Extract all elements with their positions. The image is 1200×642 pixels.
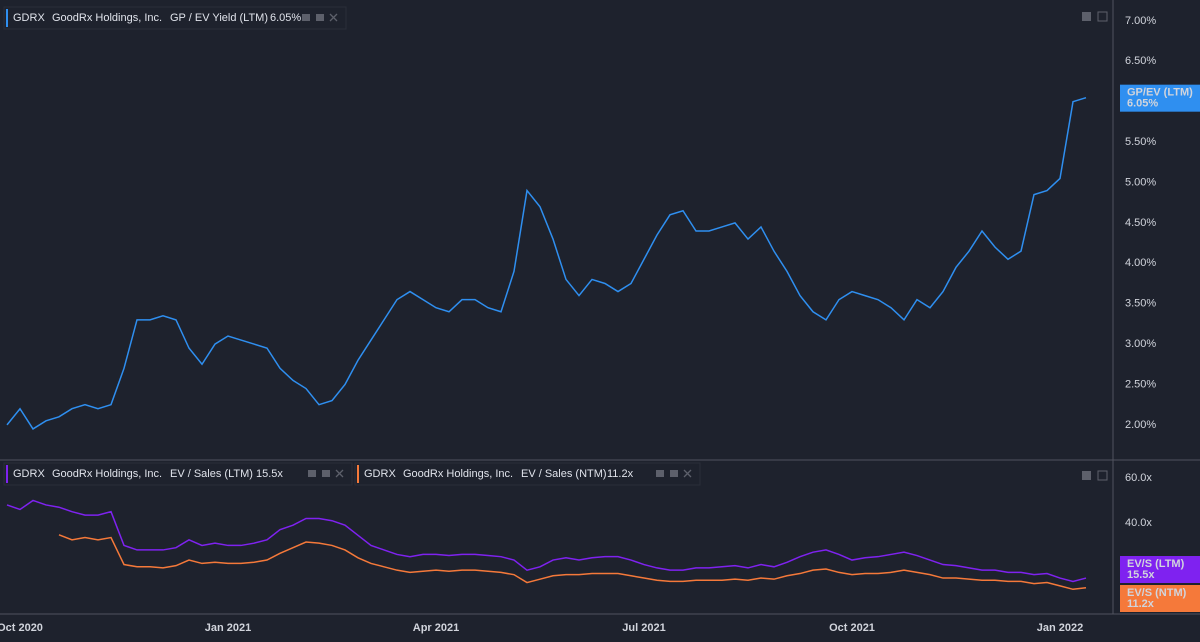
price-badge [1120,84,1200,112]
legend-series-name: GP / EV Yield (LTM) [170,12,268,24]
badge-value: 15.5x [1127,569,1155,581]
y-tick-label: 6.50% [1125,55,1156,67]
pane-tools[interactable] [1082,11,1108,481]
y-tick-label: 60.0x [1125,472,1152,484]
pane-button[interactable] [1097,11,1108,22]
legend-series-name: EV / Sales (LTM) [170,468,253,480]
legend-ticker: GDRX [13,468,45,480]
badge-label: EV/S (NTM) [1127,587,1187,599]
y-tick-label: 3.50% [1125,298,1156,310]
legend-icon[interactable] [302,14,310,21]
legend-value: 6.05% [270,12,301,24]
legend-company: GoodRx Holdings, Inc. [52,468,162,480]
y-tick-label: 3.00% [1125,338,1156,350]
legend-value: 11.2x [607,468,634,480]
legend-box[interactable] [354,462,701,486]
badge-value: 11.2x [1127,598,1155,610]
pane-button[interactable] [1097,470,1108,481]
legend-icon[interactable] [316,14,324,21]
legend-icon[interactable] [322,470,330,477]
legend-company: GoodRx Holdings, Inc. [403,468,513,480]
legend-icon[interactable] [670,470,678,477]
price-badge [1120,556,1200,583]
series-line [58,534,1087,591]
legend-company: GoodRx Holdings, Inc. [52,12,162,24]
legend-ticker: GDRX [13,12,45,24]
legend-value: 15.5x [256,468,283,480]
legend-icon[interactable] [308,470,316,477]
legend-swatch [6,9,8,27]
pane-button[interactable] [1082,471,1091,480]
x-tick-label: Jul 2021 [622,622,665,634]
pane-button[interactable] [1082,12,1091,21]
x-tick-label: Oct 2020 [0,622,43,634]
y-tick-label: 5.00% [1125,176,1156,188]
legend-swatch [6,465,8,483]
badge-value: 6.05% [1127,98,1158,110]
x-tick-label: Oct 2021 [829,622,875,634]
series-line [6,96,1087,430]
x-tick-label: Jan 2021 [205,622,251,634]
y-tick-label: 2.00% [1125,419,1156,431]
legend-close[interactable] [335,469,344,478]
badge-label: GP/EV (LTM) [1127,87,1193,99]
series-line [6,499,1087,583]
legend-series-name: EV / Sales (NTM) [521,468,607,480]
legend-box[interactable] [3,462,353,486]
y-tick-label: 5.50% [1125,136,1156,148]
badge-label: EV/S (LTM) [1127,558,1185,570]
price-badge [1120,585,1200,612]
y-tick-label: 4.50% [1125,217,1156,229]
legend-box[interactable] [3,6,347,30]
legend-close[interactable] [683,469,692,478]
x-tick-label: Apr 2021 [413,622,459,634]
y-tick-label: 40.0x [1125,517,1152,529]
legend-icon[interactable] [656,470,664,477]
y-tick-label: 7.00% [1125,15,1156,27]
legend-ticker: GDRX [364,468,396,480]
legend-close[interactable] [329,13,338,22]
y-tick-label: 2.50% [1125,378,1156,390]
y-tick-label: 4.00% [1125,257,1156,269]
legend-swatch [357,465,359,483]
x-tick-label: Jan 2022 [1037,622,1083,634]
